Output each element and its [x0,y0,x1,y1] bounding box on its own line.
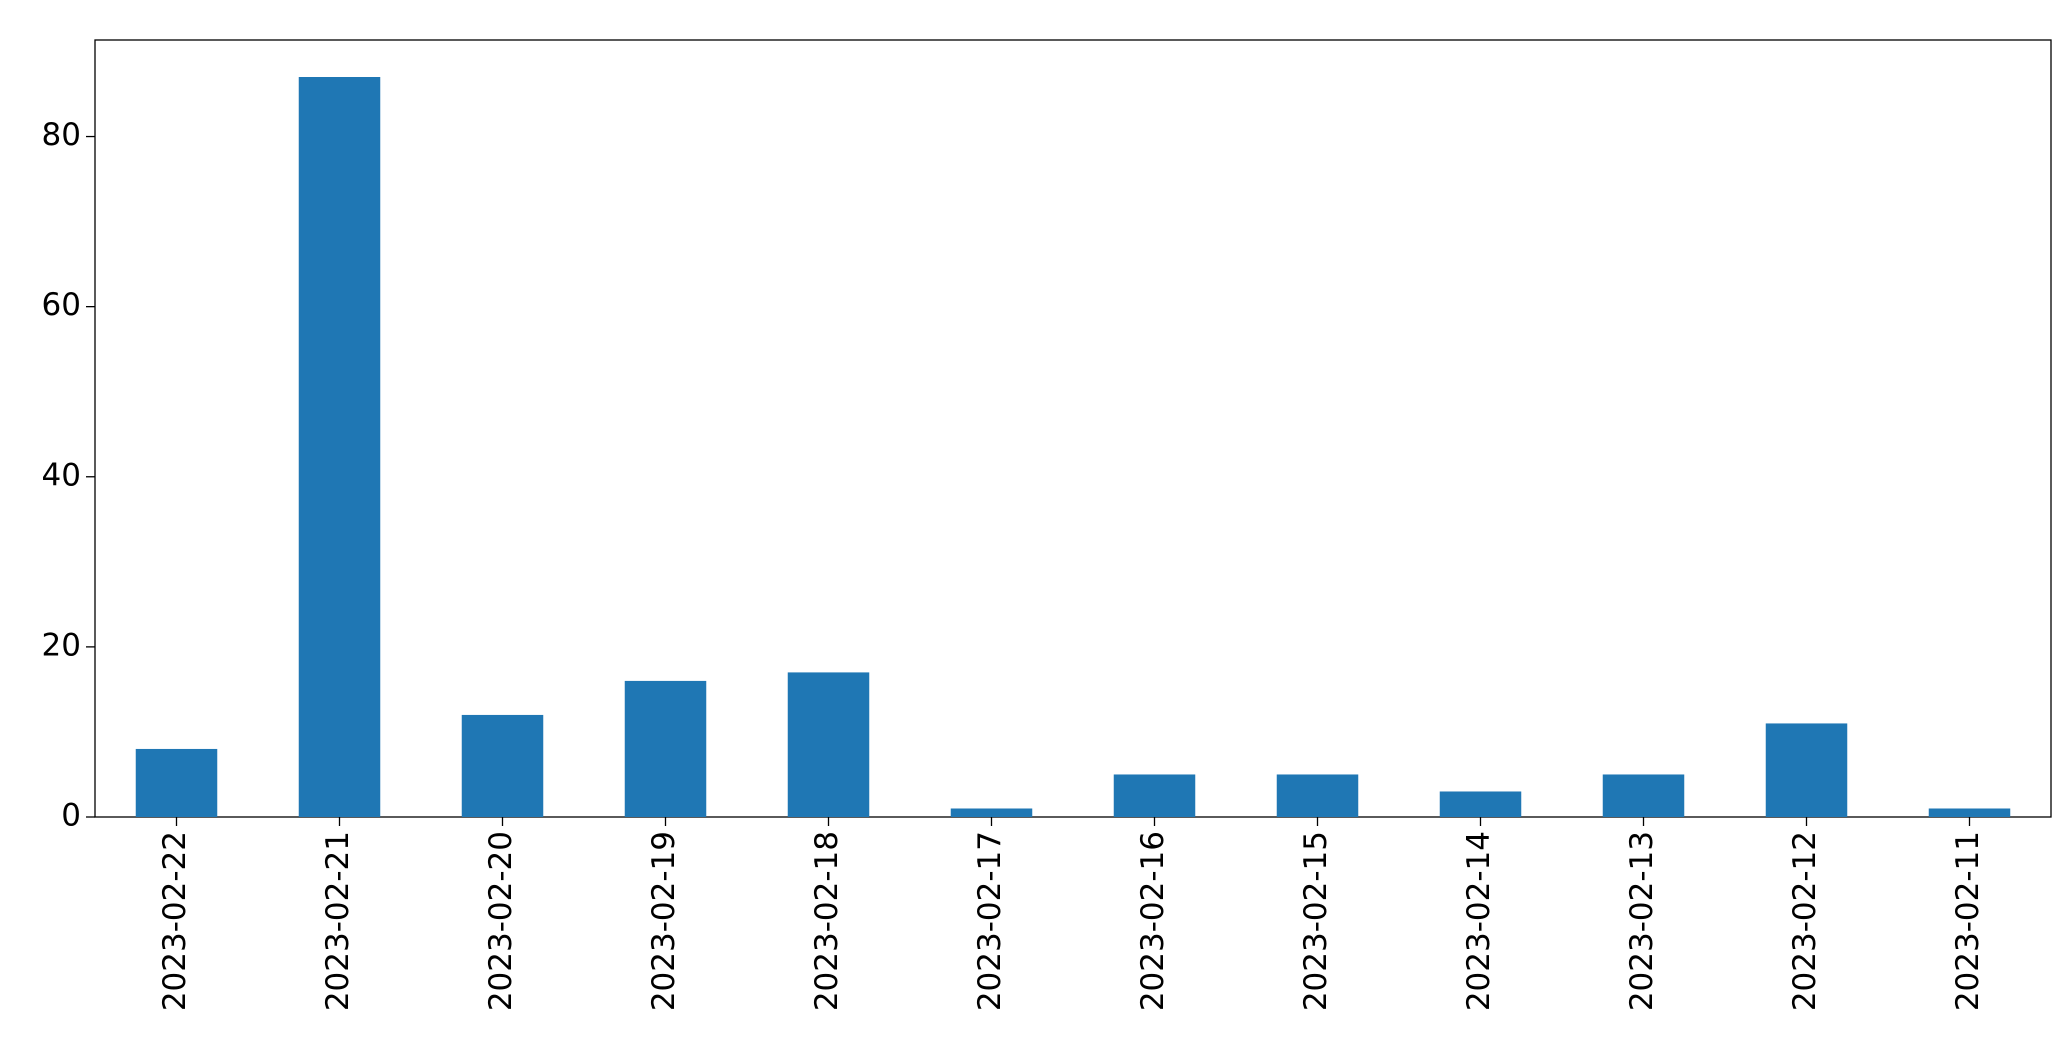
bar [787,672,870,817]
y-tick-label: 40 [42,457,81,493]
bar [1439,791,1522,817]
y-tick-label: 80 [42,117,81,153]
bar [624,680,707,817]
x-tick-label: 2023-02-21 [320,831,356,1011]
bar [1602,774,1685,817]
bar [1765,723,1848,817]
plot-frame [94,39,2052,818]
bar [135,748,218,817]
y-tick-label: 60 [42,287,81,323]
y-tick-label: 0 [61,798,81,834]
x-tick-label: 2023-02-19 [646,831,682,1011]
x-tick-label: 2023-02-13 [1624,831,1660,1011]
x-tick-label: 2023-02-20 [483,831,519,1011]
x-tick-label: 2023-02-17 [972,831,1008,1011]
x-tick-label: 2023-02-16 [1135,831,1171,1011]
x-tick-label: 2023-02-22 [157,831,193,1011]
x-tick-label: 2023-02-18 [809,831,845,1011]
bar [1928,808,2011,817]
x-tick-label: 2023-02-12 [1787,831,1823,1011]
bar [461,714,544,817]
y-tick-label: 20 [42,627,81,663]
x-tick-label: 2023-02-11 [1950,831,1986,1011]
bar [1276,774,1359,817]
bar [1113,774,1196,817]
x-tick-label: 2023-02-14 [1461,831,1497,1011]
bar [950,808,1033,817]
x-tick-label: 2023-02-15 [1298,831,1334,1011]
bar [298,77,381,817]
